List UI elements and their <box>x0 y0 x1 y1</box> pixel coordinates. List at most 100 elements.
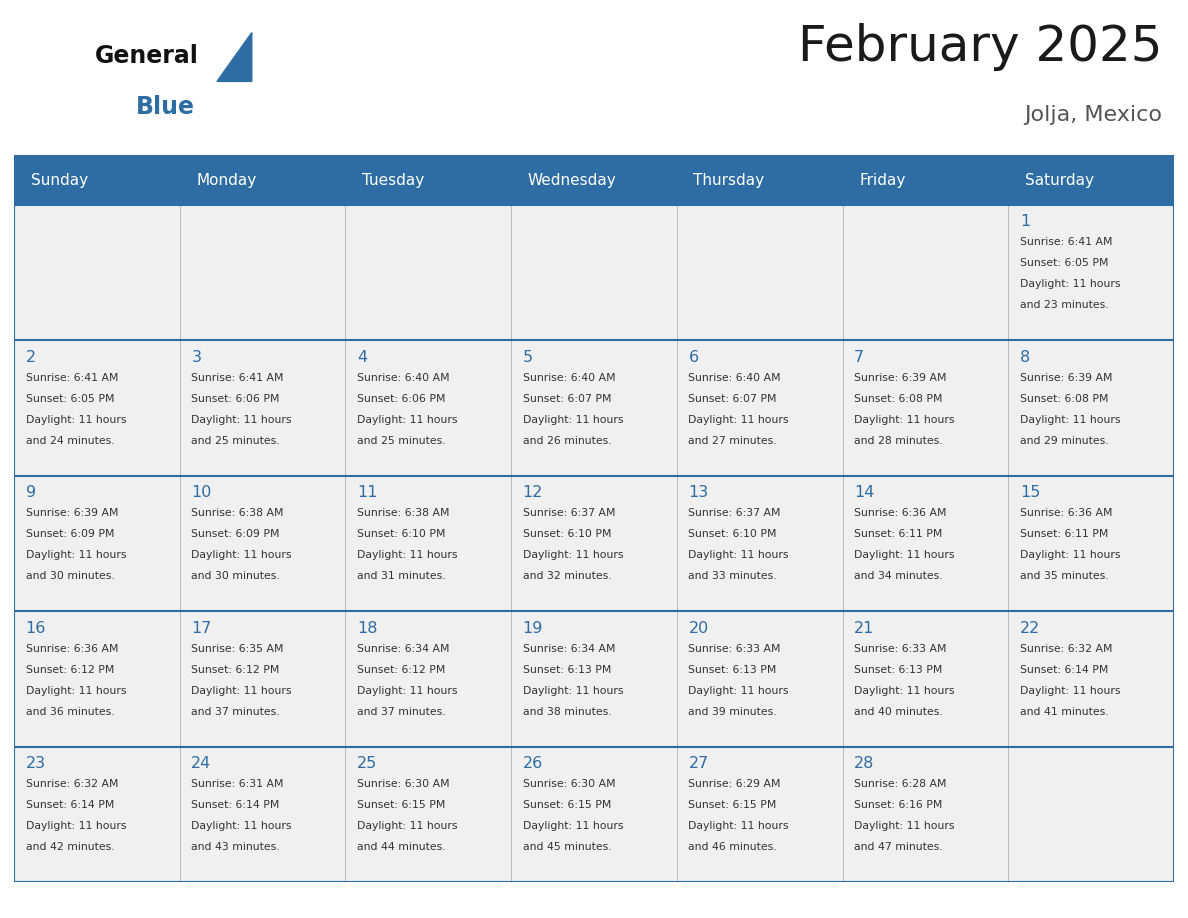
Text: Sunday: Sunday <box>31 173 88 187</box>
Text: Daylight: 11 hours: Daylight: 11 hours <box>689 550 789 560</box>
Bar <box>1009 205 1174 341</box>
Text: Daylight: 11 hours: Daylight: 11 hours <box>1019 686 1120 696</box>
Text: 5: 5 <box>523 350 533 364</box>
Bar <box>179 611 346 746</box>
Text: and 25 minutes.: and 25 minutes. <box>191 436 280 446</box>
Text: Sunset: 6:10 PM: Sunset: 6:10 PM <box>523 530 612 539</box>
Text: 25: 25 <box>358 756 378 771</box>
Text: Sunset: 6:13 PM: Sunset: 6:13 PM <box>854 665 942 675</box>
Bar <box>346 205 511 341</box>
Text: Sunset: 6:09 PM: Sunset: 6:09 PM <box>191 530 280 539</box>
Bar <box>1009 746 1174 882</box>
Text: Daylight: 11 hours: Daylight: 11 hours <box>191 821 292 831</box>
Text: Daylight: 11 hours: Daylight: 11 hours <box>523 821 624 831</box>
Bar <box>14 205 179 341</box>
Text: Daylight: 11 hours: Daylight: 11 hours <box>358 686 457 696</box>
Bar <box>677 476 842 611</box>
Text: Daylight: 11 hours: Daylight: 11 hours <box>26 550 126 560</box>
Text: Sunrise: 6:39 AM: Sunrise: 6:39 AM <box>1019 373 1112 383</box>
Text: and 43 minutes.: and 43 minutes. <box>191 842 280 852</box>
Text: Sunset: 6:05 PM: Sunset: 6:05 PM <box>26 394 114 404</box>
Text: Sunrise: 6:40 AM: Sunrise: 6:40 AM <box>523 373 615 383</box>
Text: 13: 13 <box>689 486 709 500</box>
Bar <box>677 611 842 746</box>
Text: Sunrise: 6:31 AM: Sunrise: 6:31 AM <box>191 779 284 789</box>
Text: Sunset: 6:12 PM: Sunset: 6:12 PM <box>191 665 279 675</box>
Polygon shape <box>217 32 252 82</box>
Text: and 44 minutes.: and 44 minutes. <box>358 842 446 852</box>
Text: and 24 minutes.: and 24 minutes. <box>26 436 114 446</box>
Text: and 30 minutes.: and 30 minutes. <box>191 571 280 581</box>
Text: Sunrise: 6:37 AM: Sunrise: 6:37 AM <box>523 509 615 519</box>
Text: Sunset: 6:15 PM: Sunset: 6:15 PM <box>358 800 446 810</box>
Text: Sunrise: 6:34 AM: Sunrise: 6:34 AM <box>523 644 615 654</box>
Bar <box>346 476 511 611</box>
Bar <box>511 611 677 746</box>
Text: 17: 17 <box>191 621 211 635</box>
Text: and 33 minutes.: and 33 minutes. <box>689 571 777 581</box>
Text: Sunrise: 6:38 AM: Sunrise: 6:38 AM <box>358 509 449 519</box>
Text: Daylight: 11 hours: Daylight: 11 hours <box>523 550 624 560</box>
Bar <box>511 341 677 476</box>
Text: and 28 minutes.: and 28 minutes. <box>854 436 943 446</box>
Bar <box>1009 476 1174 611</box>
Text: 20: 20 <box>689 621 709 635</box>
Text: and 37 minutes.: and 37 minutes. <box>358 707 446 717</box>
Text: Daylight: 11 hours: Daylight: 11 hours <box>358 415 457 425</box>
Text: 22: 22 <box>1019 621 1041 635</box>
Text: Monday: Monday <box>196 173 257 187</box>
Text: Sunrise: 6:38 AM: Sunrise: 6:38 AM <box>191 509 284 519</box>
Text: and 41 minutes.: and 41 minutes. <box>1019 707 1108 717</box>
Text: Sunrise: 6:37 AM: Sunrise: 6:37 AM <box>689 509 781 519</box>
Text: Sunrise: 6:40 AM: Sunrise: 6:40 AM <box>358 373 449 383</box>
Text: Daylight: 11 hours: Daylight: 11 hours <box>689 821 789 831</box>
Bar <box>511 205 677 341</box>
Bar <box>677 341 842 476</box>
Text: Sunset: 6:10 PM: Sunset: 6:10 PM <box>358 530 446 539</box>
Text: and 45 minutes.: and 45 minutes. <box>523 842 612 852</box>
Text: Sunrise: 6:41 AM: Sunrise: 6:41 AM <box>1019 238 1112 248</box>
Text: Sunset: 6:13 PM: Sunset: 6:13 PM <box>689 665 777 675</box>
Text: Sunset: 6:10 PM: Sunset: 6:10 PM <box>689 530 777 539</box>
Bar <box>179 746 346 882</box>
Bar <box>842 205 1009 341</box>
Text: Daylight: 11 hours: Daylight: 11 hours <box>191 415 292 425</box>
Text: Sunset: 6:15 PM: Sunset: 6:15 PM <box>523 800 611 810</box>
Text: Wednesday: Wednesday <box>527 173 617 187</box>
Text: Jolja, Mexico: Jolja, Mexico <box>1024 106 1162 126</box>
Bar <box>14 611 179 746</box>
Bar <box>842 746 1009 882</box>
Text: Daylight: 11 hours: Daylight: 11 hours <box>689 686 789 696</box>
Text: 1: 1 <box>1019 215 1030 230</box>
Text: Sunset: 6:12 PM: Sunset: 6:12 PM <box>26 665 114 675</box>
Text: Daylight: 11 hours: Daylight: 11 hours <box>1019 279 1120 289</box>
Text: Daylight: 11 hours: Daylight: 11 hours <box>191 686 292 696</box>
Text: Sunset: 6:06 PM: Sunset: 6:06 PM <box>191 394 280 404</box>
Text: Tuesday: Tuesday <box>362 173 424 187</box>
Text: 8: 8 <box>1019 350 1030 364</box>
Text: and 23 minutes.: and 23 minutes. <box>1019 300 1108 310</box>
Text: Sunset: 6:15 PM: Sunset: 6:15 PM <box>689 800 777 810</box>
Text: 21: 21 <box>854 621 874 635</box>
Text: Daylight: 11 hours: Daylight: 11 hours <box>26 686 126 696</box>
Text: 4: 4 <box>358 350 367 364</box>
Text: Sunrise: 6:32 AM: Sunrise: 6:32 AM <box>26 779 118 789</box>
Text: Sunrise: 6:39 AM: Sunrise: 6:39 AM <box>854 373 947 383</box>
Text: Daylight: 11 hours: Daylight: 11 hours <box>26 821 126 831</box>
Text: and 32 minutes.: and 32 minutes. <box>523 571 612 581</box>
Text: Saturday: Saturday <box>1025 173 1094 187</box>
Text: 12: 12 <box>523 486 543 500</box>
Bar <box>346 611 511 746</box>
Bar <box>677 205 842 341</box>
Bar <box>179 205 346 341</box>
Text: Sunrise: 6:36 AM: Sunrise: 6:36 AM <box>26 644 118 654</box>
Text: and 31 minutes.: and 31 minutes. <box>358 571 446 581</box>
Text: and 37 minutes.: and 37 minutes. <box>191 707 280 717</box>
Text: and 25 minutes.: and 25 minutes. <box>358 436 446 446</box>
Text: Sunrise: 6:39 AM: Sunrise: 6:39 AM <box>26 509 118 519</box>
Text: Sunrise: 6:36 AM: Sunrise: 6:36 AM <box>1019 509 1112 519</box>
Text: Sunrise: 6:35 AM: Sunrise: 6:35 AM <box>191 644 284 654</box>
Text: Daylight: 11 hours: Daylight: 11 hours <box>523 415 624 425</box>
Text: and 47 minutes.: and 47 minutes. <box>854 842 943 852</box>
Text: Daylight: 11 hours: Daylight: 11 hours <box>689 415 789 425</box>
